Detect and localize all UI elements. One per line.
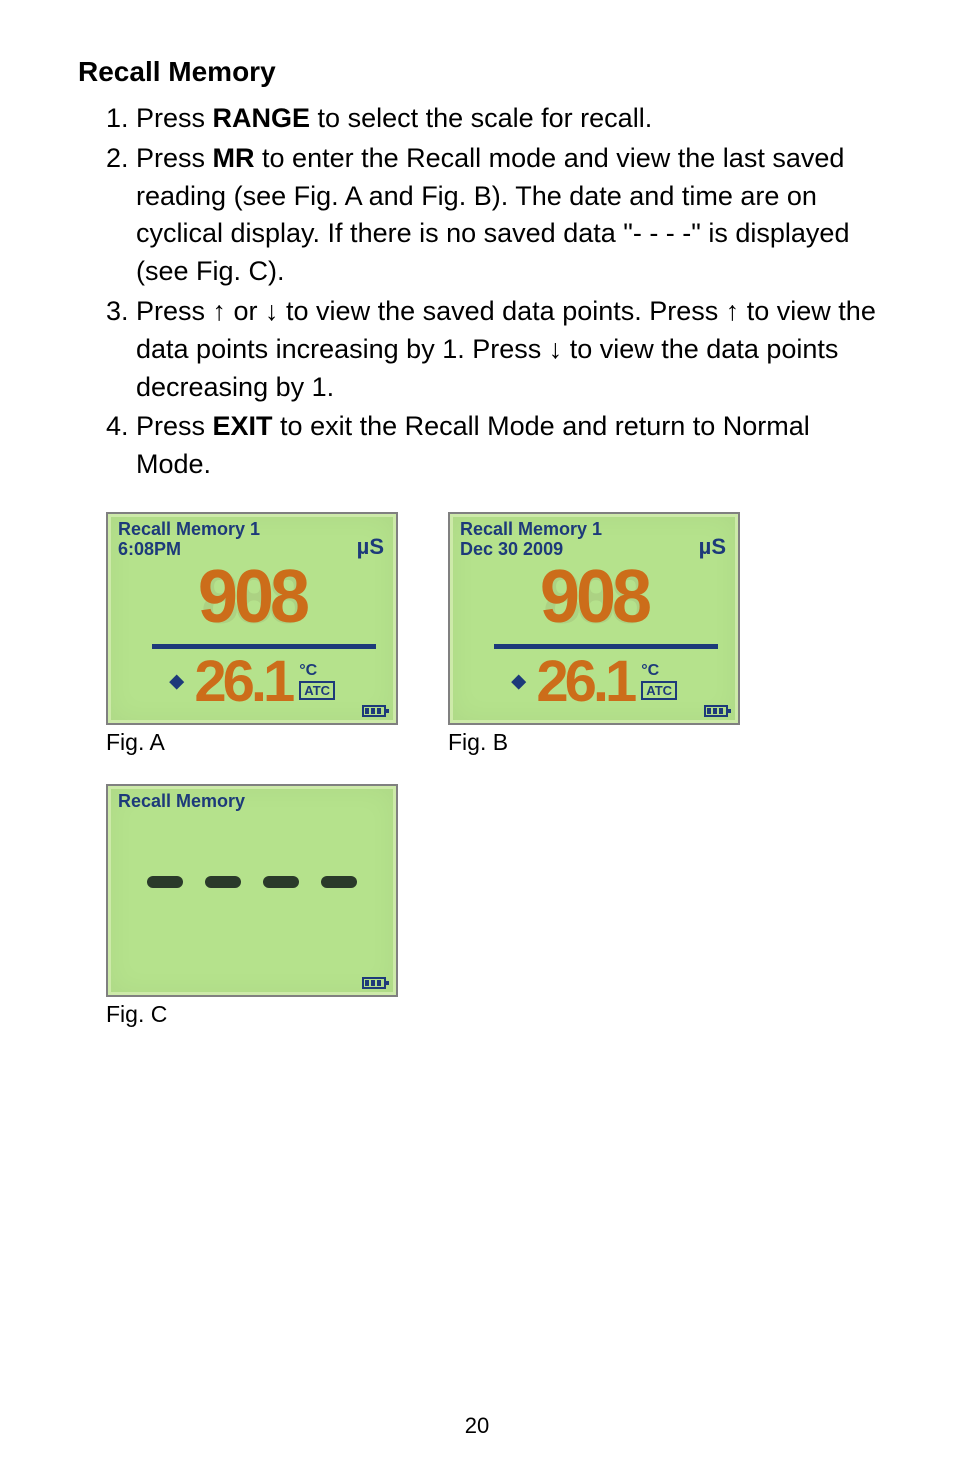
battery-icon: [362, 977, 386, 989]
figure-b-block: Recall Memory 1 Dec 30 2009 µS 888 908 ⬥…: [448, 512, 740, 756]
figure-b-caption: Fig. B: [448, 729, 740, 756]
atc-label: ATC: [299, 681, 335, 700]
step-num: 1.: [106, 100, 129, 138]
step-num: 4.: [106, 408, 129, 446]
stability-icon: ⬥: [169, 670, 184, 692]
figure-c-caption: Fig. C: [106, 1001, 398, 1028]
lcd-b-temp-units: °C ATC: [641, 663, 677, 700]
lcd-display-c: Recall Memory: [106, 784, 398, 997]
figure-row-1: Recall Memory 1 6:08PM µS 888 908 ⬥ 26.1…: [106, 512, 876, 756]
figures-area: Recall Memory 1 6:08PM µS 888 908 ⬥ 26.1…: [78, 512, 876, 1028]
step-1: 1. Press RANGE to select the scale for r…: [106, 100, 876, 138]
lcd-b-temp-reading: 26.1: [536, 648, 633, 715]
step-text: Press ↑ or ↓ to view the saved data poin…: [136, 296, 876, 402]
figure-c-block: Recall Memory Fig. C: [106, 784, 398, 1028]
stability-icon: ⬥: [511, 670, 526, 692]
lcd-bg: Recall Memory 1 Dec 30 2009 µS 888 908 ⬥…: [450, 514, 738, 723]
lcd-b-title: Recall Memory 1: [460, 520, 602, 540]
lcd-b-main-reading: 908: [450, 554, 738, 640]
lcd-c-title: Recall Memory: [118, 792, 245, 812]
figure-row-2: Recall Memory Fig. C: [106, 784, 876, 1028]
step-text: Press RANGE to select the scale for reca…: [136, 103, 652, 133]
lcd-a-sub-row: ⬥ 26.1 °C ATC: [108, 648, 396, 715]
step-3: 3. Press ↑ or ↓ to view the saved data p…: [106, 293, 876, 406]
lcd-a-temp-units: °C ATC: [299, 663, 335, 700]
steps-list: 1. Press RANGE to select the scale for r…: [78, 100, 876, 484]
lcd-a-title: Recall Memory 1: [118, 520, 260, 540]
page-number: 20: [0, 1413, 954, 1439]
step-num: 2.: [106, 140, 129, 178]
atc-label: ATC: [641, 681, 677, 700]
lcd-a-temp-reading: 26.1: [194, 648, 291, 715]
step-4: 4. Press EXIT to exit the Recall Mode an…: [106, 408, 876, 484]
lcd-a-main-reading: 908: [108, 554, 396, 640]
lcd-display-a: Recall Memory 1 6:08PM µS 888 908 ⬥ 26.1…: [106, 512, 398, 725]
lcd-bg: Recall Memory: [108, 786, 396, 995]
degree-c-label: °C: [641, 663, 677, 679]
lcd-c-no-data-dashes: [108, 876, 396, 888]
lcd-display-b: Recall Memory 1 Dec 30 2009 µS 888 908 ⬥…: [448, 512, 740, 725]
figure-a-caption: Fig. A: [106, 729, 398, 756]
step-text: Press MR to enter the Recall mode and vi…: [136, 143, 849, 286]
battery-icon: [704, 705, 728, 717]
step-num: 3.: [106, 293, 129, 331]
lcd-bg: Recall Memory 1 6:08PM µS 888 908 ⬥ 26.1…: [108, 514, 396, 723]
lcd-b-sub-row: ⬥ 26.1 °C ATC: [450, 648, 738, 715]
step-text: Press EXIT to exit the Recall Mode and r…: [136, 411, 810, 479]
lcd-c-header: Recall Memory: [118, 792, 245, 812]
figure-a-block: Recall Memory 1 6:08PM µS 888 908 ⬥ 26.1…: [106, 512, 398, 756]
degree-c-label: °C: [299, 663, 335, 679]
battery-icon: [362, 705, 386, 717]
section-heading: Recall Memory: [78, 56, 876, 88]
step-2: 2. Press MR to enter the Recall mode and…: [106, 140, 876, 291]
